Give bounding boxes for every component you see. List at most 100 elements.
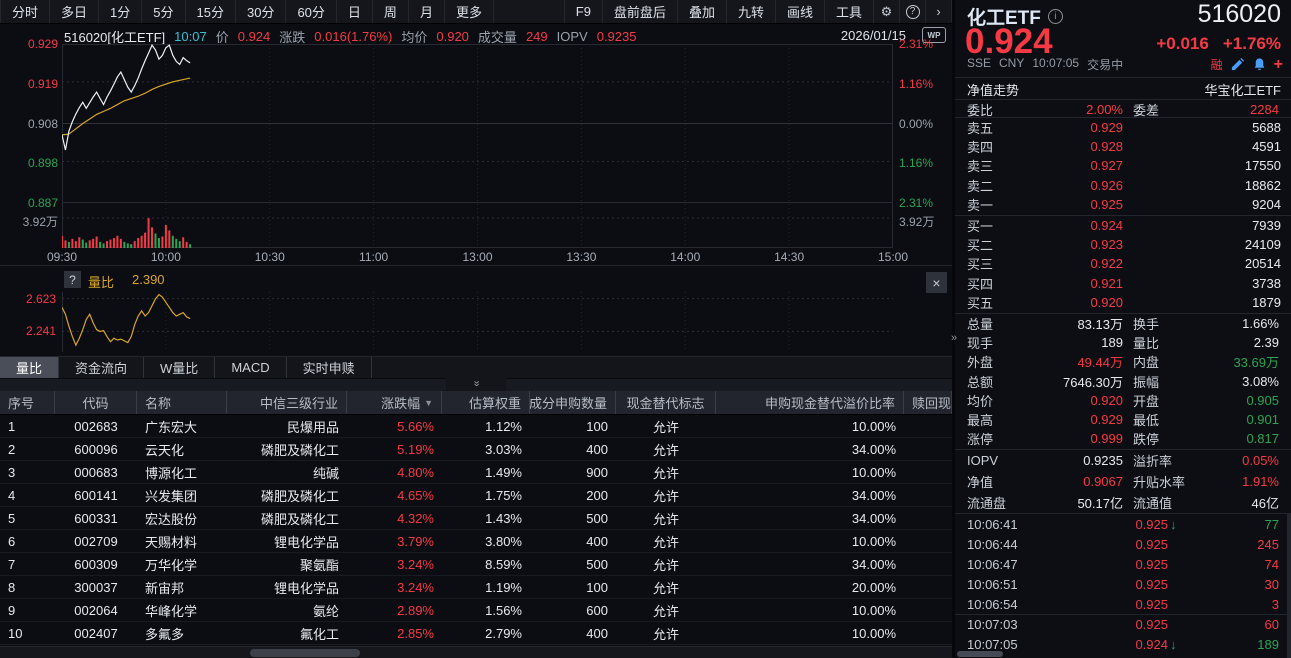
column-header-5[interactable]: 涨跌幅 ▼ [347,391,442,414]
cell: 9 [8,602,16,618]
tick-vscrollbar[interactable] [1287,514,1291,658]
gear-icon[interactable]: ⚙ [874,0,900,23]
level-price: 0.920 [1090,294,1123,310]
indicator-name[interactable]: 量比 [88,275,115,290]
info-icon[interactable]: i [1047,9,1063,24]
tick-row[interactable]: 10:07:05 0.924 ↓ 189 [955,634,1291,654]
tick-row[interactable]: 10:06:51 0.925 30 [955,574,1291,594]
stat-value: 0.817 [1246,431,1279,447]
chart-symbol: 516020[化工ETF] [64,29,166,45]
menu-item-盘前盘后[interactable]: 盘前盘后 [603,0,678,23]
level-label: 卖一 [967,197,994,213]
menu-item-30分[interactable]: 30分 [236,0,287,23]
security-name-row: 化工ETF i [967,3,1063,30]
table-row[interactable]: 5 600331 宏达股份 磷肥及磷化工 4.32% 1.43% 500 允许 34.00% [0,507,952,530]
column-header-9[interactable]: 申购现金替代溢价比率 [716,391,904,414]
menu-item-更多[interactable]: 更多 [445,0,494,23]
table-hscroll-thumb[interactable] [250,649,360,657]
table-row[interactable]: 1 002683 广东宏大 民爆用品 5.66% 1.12% 100 允许 10.00% [0,415,952,438]
cell: 200 [586,487,608,503]
cell: 34.00% [851,556,896,572]
table-row[interactable]: 4 600141 兴发集团 磷肥及磷化工 4.65% 1.75% 200 允许 34.00% [0,484,952,507]
cell: 100 [586,418,608,434]
stat-row: 净值 0.9067 升贴水率 1.91% [955,471,1291,492]
column-header-2[interactable]: 代码 [55,391,137,414]
add-icon[interactable]: + [1273,55,1283,73]
table-row[interactable]: 9 002064 华峰化学 氨纶 2.89% 1.56% 600 允许 10.00% [0,599,952,622]
tab-实时申赎[interactable]: 实时申赎 [287,357,372,378]
intraday-plot[interactable] [62,44,893,248]
indicator-plot[interactable] [62,292,893,352]
column-header-7[interactable]: 成分申购数量 [530,391,616,414]
column-header-4[interactable]: 中信三级行业 [227,391,347,414]
menu-item-九转[interactable]: 九转 [727,0,776,23]
level-price: 0.925 [1090,196,1123,212]
column-header-3[interactable]: 名称 [137,391,227,414]
table-hscrollbar[interactable] [0,646,952,658]
menu-item-月[interactable]: 月 [409,0,445,23]
wp-monitor-icon[interactable]: WP [922,27,946,43]
column-header-8[interactable]: 现金替代标志 [616,391,716,414]
bid-levels: 买一 0.924 7939 买二 0.923 24109 买三 0.922 20514 买四 0.9… [955,215,1291,312]
stat-row: 流通盘 50.17亿 流通值 46亿 [955,492,1291,513]
sort-desc-icon[interactable]: ▼ [424,397,433,408]
tab-量比[interactable]: 量比 [0,357,60,378]
pencil-icon[interactable] [1230,57,1245,72]
indicator-help-icon[interactable]: ? [64,271,81,288]
menu-item-60分[interactable]: 60分 [286,0,337,23]
tab-W量比[interactable]: W量比 [144,357,216,378]
weicha-label: 委差 [1133,103,1160,118]
menu-item-叠加[interactable]: 叠加 [678,0,727,23]
level-volume: 5688 [1252,120,1281,136]
level-price: 0.924 [1090,218,1123,234]
table-row[interactable]: 10 002407 多氟多 氟化工 2.85% 2.79% 400 允许 10.00% [0,622,952,645]
trade-status: 交易中 [1087,58,1124,72]
cell: 宏达股份 [145,511,198,527]
menu-item-15分[interactable]: 15分 [186,0,236,23]
bell-icon[interactable] [1252,57,1267,72]
tick-row[interactable]: 10:06:54 0.925 3 [955,594,1291,614]
menu-item-1分[interactable]: 1分 [99,0,143,23]
tick-row[interactable]: 10:07:03 0.925 60 [955,614,1291,634]
tick-price: 0.925 ↓ [1041,517,1183,532]
column-header-6[interactable]: 估算权重 [442,391,530,414]
cell: 3.80% [485,533,522,549]
tab-资金流向[interactable]: 资金流向 [59,357,145,378]
table-row[interactable]: 2 600096 云天化 磷肥及磷化工 5.19% 3.03% 400 允许 34.00% [0,438,952,461]
table-row[interactable]: 6 002709 天赐材料 锂电化学品 3.79% 3.80% 400 允许 10.00% [0,530,952,553]
chevron-right-icon[interactable]: › [926,0,952,23]
menu-item-5分[interactable]: 5分 [142,0,186,23]
tick-row[interactable]: 10:06:41 0.925 ↓ 77 [955,514,1291,534]
table-row[interactable]: 7 600309 万华化学 聚氨酯 3.24% 8.59% 500 允许 34.00% [0,553,952,576]
tick-row[interactable]: 10:06:47 0.925 74 [955,554,1291,574]
margin-badge[interactable]: 融 [1210,58,1223,72]
menu-item-多日[interactable]: 多日 [50,0,100,23]
help-circle: ? [905,4,920,19]
stat-value: 3.08% [1242,373,1279,389]
tab-MACD[interactable]: MACD [215,357,287,378]
menu-item-日[interactable]: 日 [337,0,373,23]
ask-level: 卖四 0.928 4591 [955,137,1291,156]
column-header-1[interactable]: 序号 [0,391,55,414]
close-icon[interactable]: × [926,272,947,293]
menu-item-F9[interactable]: F9 [563,0,603,23]
nav-trend-row[interactable]: 净值走势 华宝化工ETF [955,79,1291,100]
help-icon[interactable]: ? [900,0,926,23]
top-menu-bar: 分时 多日 1分 5分 15分 30分 60分日周月更多 F9 盘前盘后 叠加 九转 画线 工具 ⚙? › [0,0,952,24]
cell: 3.79% [397,533,434,549]
chevron-down-icon[interactable]: » [446,378,506,391]
menu-item-分时[interactable]: 分时 [0,0,51,23]
tick-row[interactable]: 10:06:44 0.925 245 [955,534,1291,554]
menu-item-工具[interactable]: 工具 [825,0,874,23]
chart-date: 2026/01/15 [840,28,906,43]
menu-item-周[interactable]: 周 [373,0,409,23]
quote-time: 10:07:05 [1032,56,1080,70]
panel-expand-icon[interactable]: » [950,332,958,344]
table-row[interactable]: 8 300037 新宙邦 锂电化学品 3.24% 1.19% 100 允许 20.00% [0,576,952,599]
tick-hscroll-thumb[interactable] [957,651,1003,657]
cell: 4.65% [397,487,434,503]
menu-item-画线[interactable]: 画线 [776,0,825,23]
table-row[interactable]: 3 000683 博源化工 纯碱 4.80% 1.49% 900 允许 10.00% [0,461,952,484]
cell: 10.00% [851,602,896,618]
column-header-10[interactable]: 赎回现 [904,391,952,414]
